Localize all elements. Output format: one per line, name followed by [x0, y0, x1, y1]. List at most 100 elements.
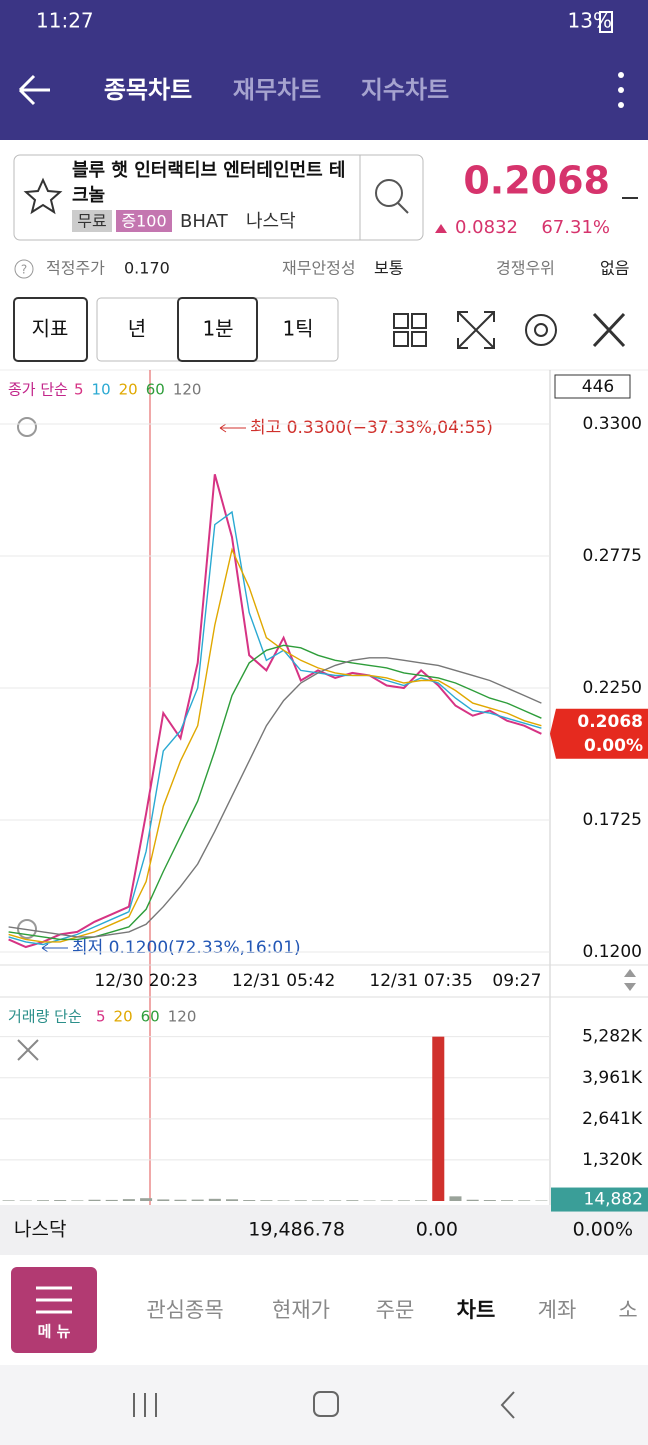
stock-name: 크놀	[72, 185, 105, 206]
arrow	[219, 423, 246, 433]
button-label: 지표	[32, 317, 69, 341]
tab[interactable]: 재무차트	[233, 76, 321, 104]
back-nav[interactable]	[500, 1391, 515, 1419]
max-annotation: 최고 0.3300(−37.33%,04:55)	[250, 418, 493, 438]
y-tick-label: 2,641K	[582, 1109, 643, 1129]
volume-bar	[277, 1200, 290, 1201]
price-line	[8, 510, 542, 946]
y-tick-label: 0.1725	[583, 810, 642, 830]
scroll-icon[interactable]	[624, 969, 636, 991]
legend-entry: 60	[146, 381, 165, 399]
info-value: 보통	[374, 259, 403, 278]
volume-bar	[346, 1200, 359, 1201]
volume-bar	[466, 1199, 479, 1201]
more-menu[interactable]	[618, 72, 624, 108]
tab[interactable]: 종목차트	[104, 76, 192, 104]
recent-apps[interactable]	[133, 1393, 157, 1417]
volume-bar	[449, 1196, 462, 1201]
price-line	[8, 547, 542, 943]
fullscreen-icon[interactable]	[457, 311, 495, 349]
index-change: 0.00	[416, 1219, 458, 1241]
volume-bar	[311, 1200, 324, 1201]
volume-bar	[294, 1200, 307, 1201]
button-label[interactable]: 1틱	[282, 317, 313, 341]
nav-item[interactable]: 주문	[376, 1298, 415, 1322]
tab[interactable]: 지수차트	[361, 76, 449, 104]
zoom-out[interactable]	[17, 919, 37, 939]
legend-prefix: 거래량 단순	[8, 1008, 82, 1026]
zoom-in[interactable]	[17, 417, 37, 437]
min-annotation: 최저 0.1200(72.33%,16:01)	[72, 938, 301, 958]
price-change: 0.0832	[455, 217, 518, 238]
nav-item[interactable]: 관심종목	[146, 1298, 223, 1322]
current-volume: 14,882	[584, 1190, 643, 1210]
info-label: 재무안정성	[282, 259, 356, 278]
stock-name: 블루 햇 인터랙티브 엔터테인먼트 테	[72, 160, 345, 181]
info-label: 적정주가	[46, 259, 105, 278]
home-button[interactable]	[313, 1391, 339, 1417]
tools-icon[interactable]	[592, 312, 626, 348]
arrow	[41, 943, 68, 953]
price-line	[8, 657, 542, 938]
favorite-star[interactable]	[23, 177, 63, 215]
nav-item[interactable]: 계좌	[538, 1298, 577, 1322]
legend-entry: 10	[92, 381, 111, 399]
y-tick-label: 1,320K	[582, 1150, 643, 1170]
volume-bar	[226, 1199, 239, 1201]
x-tick-label: 12/31 07:35	[369, 971, 472, 991]
back-button[interactable]	[18, 74, 50, 106]
volume-bar	[174, 1199, 187, 1201]
y-tick-label: 0.1200	[583, 942, 642, 962]
badge: 무료	[77, 212, 106, 231]
legend-entry: 5	[96, 1008, 106, 1026]
menu-label: 메 뉴	[38, 1323, 71, 1341]
menu-button[interactable]	[11, 1267, 97, 1353]
x-tick-label: 09:27	[492, 971, 541, 991]
button[interactable]	[177, 297, 258, 362]
legend-entry: 5	[74, 381, 84, 399]
y-tick-label: 3,961K	[582, 1068, 643, 1088]
price-change-pct: 67.31%	[541, 217, 610, 238]
volume-bar	[71, 1200, 84, 1201]
nav-item[interactable]: 소	[618, 1298, 637, 1322]
legend-entry: 60	[141, 1008, 160, 1026]
volume-bar	[501, 1200, 514, 1201]
volume-bar	[122, 1199, 135, 1201]
button[interactable]	[13, 297, 88, 362]
nav-item[interactable]: 차트	[457, 1298, 496, 1322]
volume-bar	[2, 1200, 15, 1201]
badge-bg	[116, 210, 172, 232]
legend-entry: 120	[168, 1008, 197, 1026]
button-label[interactable]: 1분	[202, 317, 233, 341]
button-label[interactable]: 년	[128, 317, 146, 341]
search-icon[interactable]	[375, 179, 403, 207]
battery-icon	[599, 11, 613, 33]
index-name: 나스닥	[14, 1219, 66, 1241]
volume-bar	[415, 1200, 428, 1201]
settings-icon[interactable]	[525, 314, 557, 346]
x-tick-label: 12/30 20:23	[94, 971, 197, 991]
close-icon[interactable]	[17, 1039, 39, 1061]
volume-bar	[380, 1200, 393, 1201]
legend-prefix: 종가 단순	[8, 381, 68, 399]
menu-icon	[36, 1286, 72, 1314]
volume-bar	[105, 1199, 118, 1201]
system-nav	[0, 1365, 648, 1445]
index-value: 19,486.78	[248, 1219, 345, 1241]
price-line	[8, 644, 542, 941]
count-box	[554, 374, 631, 399]
volume-bar	[191, 1199, 204, 1201]
volume-bar	[36, 1200, 49, 1201]
search-icon	[397, 202, 409, 214]
up-arrow	[435, 224, 447, 233]
volume-bar	[243, 1200, 256, 1201]
y-tick-label: 5,282K	[582, 1027, 643, 1047]
volume-bar	[329, 1200, 342, 1201]
legend-entry: 20	[114, 1008, 133, 1026]
layout-icon[interactable]	[393, 313, 427, 347]
nav-item[interactable]: 현재가	[272, 1298, 330, 1322]
help-icon[interactable]	[14, 259, 34, 279]
volume-bar	[140, 1198, 153, 1201]
settings-icon	[534, 323, 548, 337]
